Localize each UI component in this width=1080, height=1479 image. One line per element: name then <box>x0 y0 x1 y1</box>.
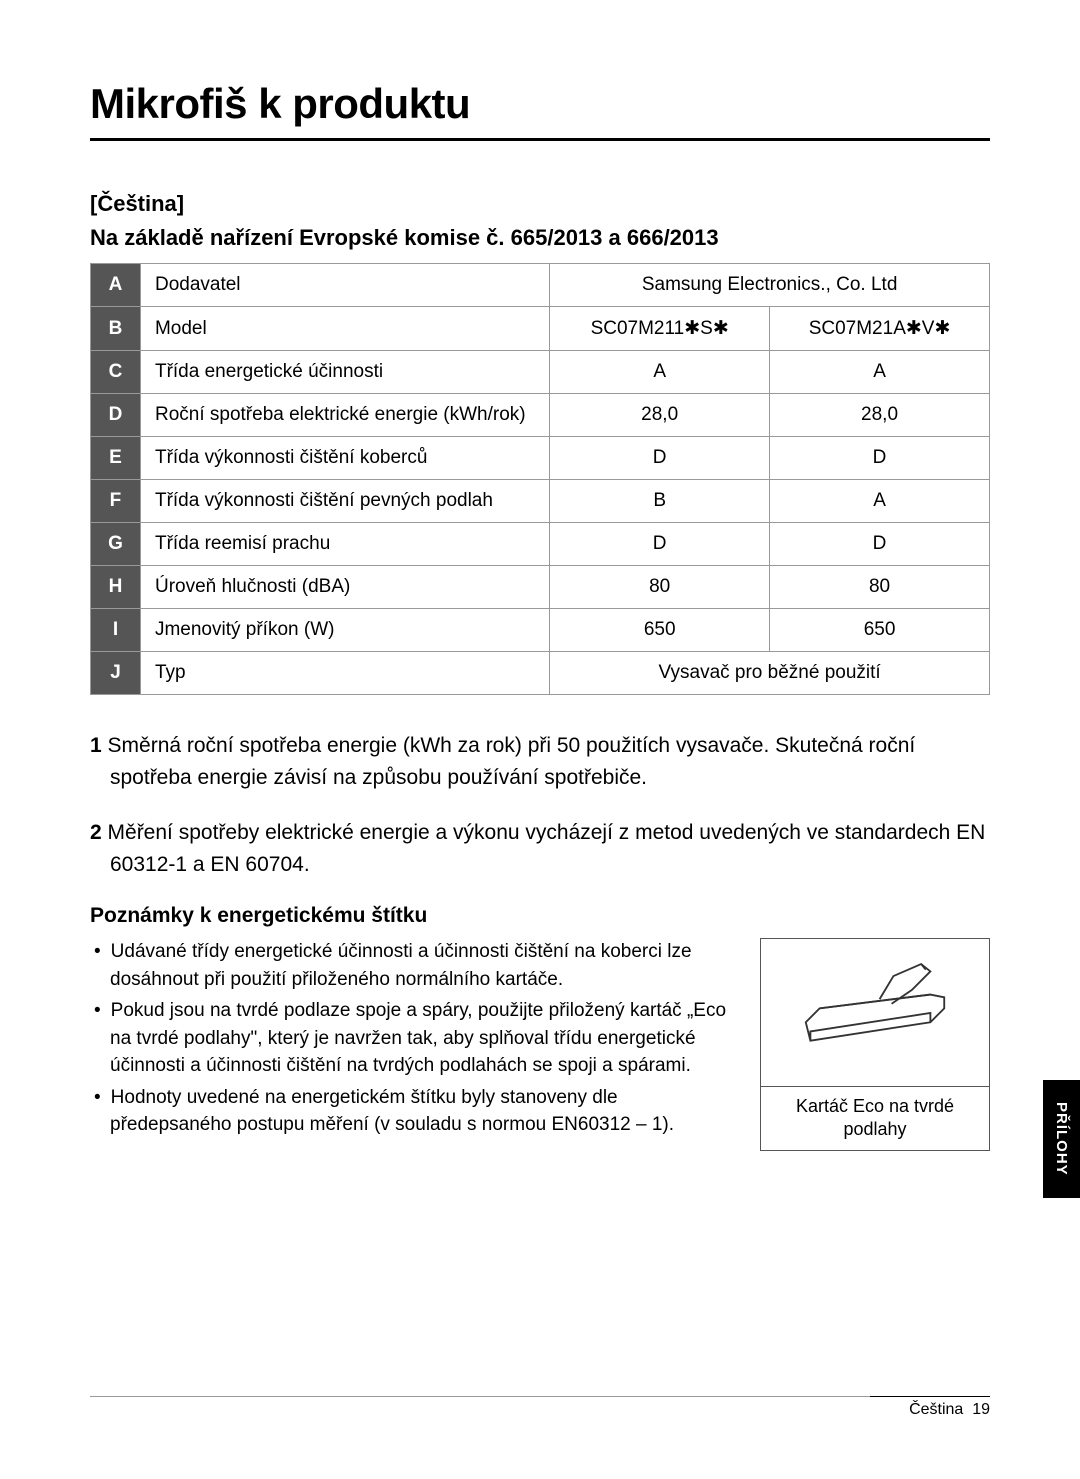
numbered-note: 1 Směrná roční spotřeba energie (kWh za … <box>90 730 990 793</box>
row-letter: G <box>91 523 141 566</box>
row-value-2: A <box>770 351 990 394</box>
side-tab-appendix: PŘÍLOHY <box>1043 1080 1080 1198</box>
page-title: Mikrofiš k produktu <box>90 80 990 128</box>
row-letter: C <box>91 351 141 394</box>
table-row: ETřída výkonnosti čištění kobercůDD <box>91 437 990 480</box>
row-value-1: D <box>550 437 770 480</box>
table-row: CTřída energetické účinnostiAA <box>91 351 990 394</box>
row-description: Úroveň hlučnosti (dBA) <box>140 566 549 609</box>
row-description: Jmenovitý příkon (W) <box>140 609 549 652</box>
bullet-section: Udávané třídy energetické účinnosti a úč… <box>90 938 990 1151</box>
row-value-1: D <box>550 523 770 566</box>
product-fiche-table: ADodavatelSamsung Electronics., Co. LtdB… <box>90 263 990 695</box>
numbered-notes: 1 Směrná roční spotřeba energie (kWh za … <box>90 730 990 880</box>
table-row: IJmenovitý příkon (W)650650 <box>91 609 990 652</box>
figure-caption: Kartáč Eco na tvrdé podlahy <box>761 1086 989 1150</box>
row-value-2: D <box>770 523 990 566</box>
row-value-2: 80 <box>770 566 990 609</box>
row-description: Typ <box>140 652 549 695</box>
table-row: HÚroveň hlučnosti (dBA)8080 <box>91 566 990 609</box>
row-value-1: 650 <box>550 609 770 652</box>
row-letter: E <box>91 437 141 480</box>
row-letter: A <box>91 264 141 307</box>
bullet-item: Udávané třídy energetické účinnosti a úč… <box>90 938 740 993</box>
row-value-2: D <box>770 437 990 480</box>
table-row: BModelSC07M211✱S✱SC07M21A✱V✱ <box>91 307 990 351</box>
row-value-1: SC07M211✱S✱ <box>550 307 770 351</box>
table-row: GTřída reemisí prachuDD <box>91 523 990 566</box>
row-description: Třída výkonnosti čištění pevných podlah <box>140 480 549 523</box>
row-value-merged: Samsung Electronics., Co. Ltd <box>550 264 990 307</box>
row-value-1: A <box>550 351 770 394</box>
eco-brush-figure: Kartáč Eco na tvrdé podlahy <box>760 938 990 1151</box>
row-description: Třída energetické účinnosti <box>140 351 549 394</box>
note-number: 2 <box>90 821 108 844</box>
bullet-list: Udávané třídy energetické účinnosti a úč… <box>90 938 740 1143</box>
row-letter: D <box>91 394 141 437</box>
footer-language: Čeština <box>909 1401 963 1418</box>
row-description: Dodavatel <box>140 264 549 307</box>
row-letter: B <box>91 307 141 351</box>
row-value-2: A <box>770 480 990 523</box>
regulation-subtitle: Na základě nařízení Evropské komise č. 6… <box>90 225 990 251</box>
language-label: [Čeština] <box>90 191 990 217</box>
row-value-merged: Vysavač pro běžné použití <box>550 652 990 695</box>
row-description: Třída reemisí prachu <box>140 523 549 566</box>
row-value-2: 650 <box>770 609 990 652</box>
numbered-note: 2 Měření spotřeby elektrické energie a v… <box>90 817 990 880</box>
table-row: JTypVysavač pro běžné použití <box>91 652 990 695</box>
note-number: 1 <box>90 734 108 757</box>
eco-brush-icon <box>761 939 989 1086</box>
page-footer: Čeština 19 <box>870 1396 990 1419</box>
title-underline <box>90 138 990 141</box>
footer-divider <box>90 1396 870 1397</box>
table-row: FTřída výkonnosti čištění pevných podlah… <box>91 480 990 523</box>
row-description: Model <box>140 307 549 351</box>
row-description: Třída výkonnosti čištění koberců <box>140 437 549 480</box>
bullet-item: Pokud jsou na tvrdé podlaze spoje a spár… <box>90 997 740 1080</box>
row-letter: H <box>91 566 141 609</box>
row-value-1: 80 <box>550 566 770 609</box>
row-letter: J <box>91 652 141 695</box>
row-value-1: B <box>550 480 770 523</box>
row-description: Roční spotřeba elektrické energie (kWh/r… <box>140 394 549 437</box>
table-row: ADodavatelSamsung Electronics., Co. Ltd <box>91 264 990 307</box>
bullet-item: Hodnoty uvedené na energetickém štítku b… <box>90 1084 740 1139</box>
table-row: DRoční spotřeba elektrické energie (kWh/… <box>91 394 990 437</box>
footer-page-number: 19 <box>972 1401 990 1418</box>
row-value-2: 28,0 <box>770 394 990 437</box>
row-letter: F <box>91 480 141 523</box>
row-value-2: SC07M21A✱V✱ <box>770 307 990 351</box>
row-letter: I <box>91 609 141 652</box>
energy-label-notes-title: Poznámky k energetickému štítku <box>90 904 990 928</box>
row-value-1: 28,0 <box>550 394 770 437</box>
